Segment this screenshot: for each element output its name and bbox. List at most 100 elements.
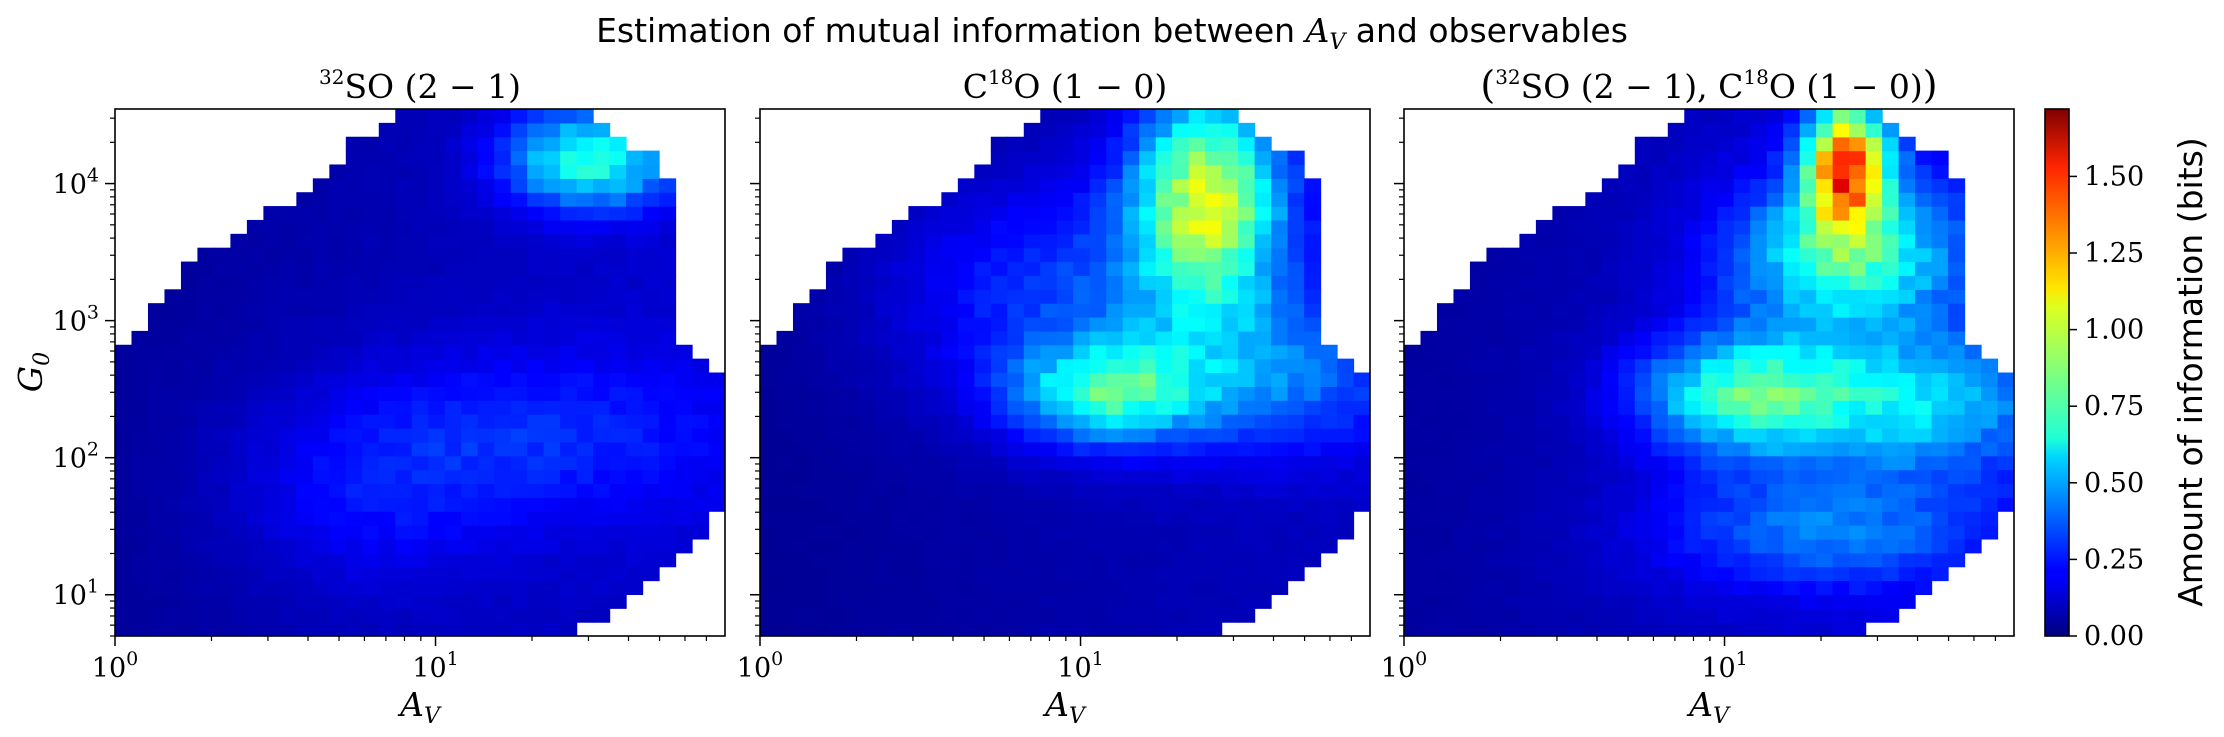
heatmap-cell [395, 192, 413, 207]
heatmap-cell [576, 330, 594, 346]
heatmap-cell [1552, 289, 1570, 304]
panel-so-frame [114, 108, 726, 637]
heatmap-cell [593, 594, 611, 609]
heatmap-cell [825, 580, 844, 595]
heatmap-cell [875, 275, 893, 290]
heatmap-cell [1238, 178, 1256, 193]
heatmap-cell [1056, 109, 1074, 124]
heatmap-cell [924, 261, 942, 277]
heatmap-cell [1436, 511, 1455, 526]
heatmap-cell [792, 580, 811, 595]
heatmap-cell [164, 441, 182, 457]
heatmap-cell [1320, 427, 1338, 443]
heatmap-cell [1172, 594, 1190, 609]
heatmap-cell [1023, 441, 1041, 457]
heatmap-cell [1733, 441, 1751, 457]
heatmap-cell [1469, 317, 1488, 332]
heatmap-cell [560, 594, 578, 609]
heatmap-cell [1849, 525, 1867, 540]
heatmap-cell [1221, 275, 1239, 290]
heatmap-cell [1172, 400, 1190, 415]
heatmap-cell [378, 330, 396, 346]
heatmap-cell [1221, 497, 1239, 512]
heatmap-cell [1122, 289, 1140, 304]
heatmap-cell [1172, 538, 1190, 554]
heatmap-cell [1205, 608, 1223, 623]
heatmap-cell [1568, 414, 1586, 429]
heatmap-cell [1667, 386, 1685, 401]
heatmap-cell [1898, 261, 1916, 277]
heatmap-cell [1667, 511, 1685, 526]
heatmap-cell [1221, 608, 1239, 623]
heatmap-cell [1750, 122, 1768, 138]
heatmap-cell [1271, 552, 1289, 568]
heatmap-cell [1717, 275, 1735, 290]
heatmap-cell [345, 150, 363, 166]
heatmap-cell [675, 344, 693, 360]
heatmap-cell [411, 109, 429, 124]
heatmap-cell [1188, 511, 1206, 526]
heatmap-cell [626, 414, 644, 429]
heatmap-cell [708, 386, 725, 401]
heatmap-cell [1106, 136, 1124, 152]
heatmap-cell [1320, 525, 1338, 540]
heatmap-cell [941, 400, 959, 415]
heatmap-cell [1502, 344, 1521, 360]
heatmap-cell [279, 261, 297, 277]
heatmap-cell [1717, 330, 1735, 346]
heatmap-cell [659, 497, 677, 512]
heatmap-cell [147, 469, 166, 485]
heatmap-cell [1882, 386, 1900, 401]
heatmap-cell [1155, 511, 1173, 526]
heatmap-cell [115, 483, 133, 498]
heatmap-cell [296, 233, 314, 249]
heatmap-cell [1205, 566, 1223, 582]
heatmap-cell [875, 261, 893, 277]
heatmap-cell [1535, 386, 1553, 401]
heatmap-cell [296, 303, 314, 318]
heatmap-cell [1849, 150, 1867, 166]
heatmap-cell [477, 552, 495, 568]
heatmap-cell [1634, 344, 1652, 360]
heatmap-cell [1139, 261, 1157, 277]
heatmap-cell [543, 525, 561, 540]
heatmap-cell [974, 192, 992, 207]
heatmap-cell [1023, 358, 1041, 374]
heatmap-cell [576, 247, 594, 263]
heatmap-cell [164, 303, 182, 318]
heatmap-cell [990, 358, 1008, 374]
heatmap-cell [1882, 608, 1900, 623]
heatmap-cell [1915, 511, 1933, 526]
heatmap-cell [411, 455, 429, 471]
heatmap-cell [362, 261, 380, 277]
heatmap-cell [1750, 455, 1768, 471]
heatmap-cell [1667, 441, 1685, 457]
heatmap-cell [1007, 552, 1025, 568]
heatmap-cell [1684, 483, 1702, 498]
heatmap-cell [1453, 303, 1471, 318]
heatmap-cell [1353, 483, 1370, 498]
heatmap-cell [1238, 580, 1256, 595]
heatmap-cell [1667, 317, 1685, 332]
heatmap-cell [1898, 552, 1916, 568]
heatmap-cell [1404, 608, 1422, 623]
heatmap-cell [1618, 178, 1636, 193]
heatmap-cell [1469, 580, 1488, 595]
heatmap-cell [329, 511, 347, 526]
heatmap-cell [312, 608, 330, 623]
heatmap-cell [543, 206, 561, 221]
heatmap-cell [1304, 497, 1322, 512]
heatmap-cell [1040, 580, 1058, 595]
heatmap-cell [1882, 580, 1900, 595]
heatmap-cell [1486, 372, 1504, 387]
heatmap-cell [1766, 261, 1784, 277]
heatmap-cell [1122, 386, 1140, 401]
heatmap-cell [560, 178, 578, 193]
heatmap-cell [974, 386, 992, 401]
heatmap-cell [1618, 552, 1636, 568]
heatmap-cell [461, 594, 479, 609]
heatmap-cell [1915, 469, 1933, 485]
heatmap-cell [842, 372, 860, 387]
heatmap-cell [1552, 275, 1570, 290]
heatmap-cell [760, 580, 778, 595]
